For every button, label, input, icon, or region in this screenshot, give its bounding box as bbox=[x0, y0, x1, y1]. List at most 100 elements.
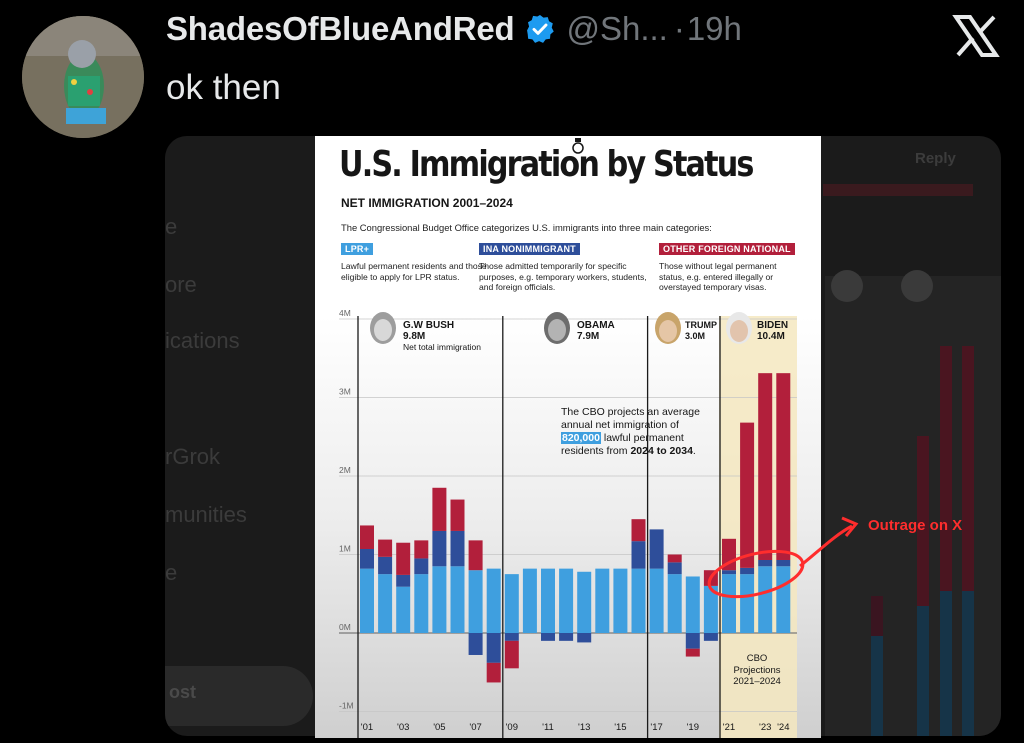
x-tick-label: '24 bbox=[777, 722, 789, 733]
infographic: 4M 3M 2M 1M 0M -1M '01 '03 '05 '07 '09 '11 '13 '15 '1… bbox=[315, 136, 821, 738]
bar-segment bbox=[414, 540, 429, 559]
x-tick-label: '19 bbox=[687, 722, 699, 733]
president-total: 10.4M bbox=[757, 331, 785, 342]
bg-menu-fragment: ications bbox=[165, 328, 240, 353]
projection-label-line: 2021–2024 bbox=[733, 676, 781, 687]
annotation-text: Outrage on X bbox=[868, 517, 963, 534]
bar-segment bbox=[396, 542, 411, 575]
bar-segment bbox=[360, 568, 374, 633]
bar-segment bbox=[378, 556, 393, 575]
biden-portrait bbox=[726, 312, 752, 344]
annotation-circle bbox=[707, 549, 805, 599]
category-lpr: LPR+ Lawful permanent residents and thos… bbox=[341, 239, 496, 282]
callout-highlight: 820,000 bbox=[561, 432, 601, 444]
bar-segment bbox=[432, 487, 447, 531]
president-note: Net total immigration bbox=[403, 342, 481, 352]
avatar-image bbox=[22, 16, 144, 138]
president-name: OBAMA bbox=[577, 320, 615, 331]
bar-segment bbox=[577, 571, 592, 633]
bar-segment bbox=[378, 574, 393, 633]
annotation-arrow-head bbox=[841, 516, 859, 537]
bar-segment bbox=[685, 648, 700, 657]
projection-label-line: Projections bbox=[733, 664, 781, 676]
category-other: OTHER FOREIGN NATIONAL Those without leg… bbox=[659, 239, 799, 293]
bar-segment bbox=[468, 540, 483, 571]
x-tick-label: '01 bbox=[361, 722, 373, 733]
obama-portrait bbox=[544, 312, 570, 344]
bar-segment bbox=[667, 562, 682, 575]
president-total: 9.8M bbox=[403, 331, 426, 342]
bar-segment bbox=[685, 576, 700, 633]
bar-segment bbox=[468, 633, 483, 655]
bg-post-label: ost bbox=[169, 682, 196, 702]
category-label: OTHER FOREIGN NATIONAL bbox=[659, 243, 795, 255]
separator: · bbox=[673, 10, 685, 47]
bar-segment bbox=[631, 541, 646, 569]
bar-segment bbox=[450, 566, 465, 633]
x-tick-label: '21 bbox=[723, 722, 735, 733]
bg-post-button: ost bbox=[165, 666, 313, 726]
projection-label-line: CBO bbox=[746, 653, 768, 664]
bar-segment bbox=[432, 566, 447, 633]
x-logo-icon[interactable] bbox=[950, 14, 1002, 58]
bar-segment bbox=[559, 633, 574, 641]
cbo-callout: The CBO projects an average annual net i… bbox=[561, 406, 700, 458]
bar-segment bbox=[667, 574, 682, 633]
category-label: LPR+ bbox=[341, 243, 374, 255]
president-total: 3.0M bbox=[685, 331, 706, 341]
bar-segment bbox=[378, 539, 393, 557]
bar-segment bbox=[486, 568, 501, 633]
bar-segment bbox=[432, 530, 447, 567]
callout-line: lawful permanent bbox=[600, 432, 684, 444]
y-tick-label: 2M bbox=[339, 465, 351, 475]
bar-segment bbox=[522, 568, 537, 633]
x-tick-label: '07 bbox=[469, 722, 481, 733]
bar-segment bbox=[396, 574, 411, 587]
bar-segment bbox=[649, 529, 664, 569]
y-tick-label: 3M bbox=[339, 387, 351, 397]
avatar[interactable] bbox=[22, 16, 144, 138]
bar-segment bbox=[414, 574, 429, 633]
bar-segment bbox=[450, 499, 465, 531]
y-tick-label: 4M bbox=[339, 308, 351, 318]
bar-segment bbox=[541, 633, 555, 641]
infographic-description: The Congressional Budget Office categori… bbox=[341, 222, 712, 233]
y-tick-label: -1M bbox=[339, 701, 354, 711]
bar-segment bbox=[703, 585, 718, 633]
bar-segment bbox=[468, 570, 483, 633]
bar-segment bbox=[504, 574, 519, 633]
bar-segment bbox=[758, 559, 773, 567]
timestamp[interactable]: 19h bbox=[686, 10, 742, 47]
handle[interactable]: @Sh... bbox=[566, 10, 668, 47]
chart: 4M 3M 2M 1M 0M -1M '01 '03 '05 '07 '09 '11 '13 '15 '1… bbox=[315, 308, 821, 738]
bar-segment bbox=[685, 633, 700, 649]
president-trump: TRUMP 3.0M bbox=[685, 320, 717, 342]
bar-segment bbox=[613, 568, 628, 633]
author-name[interactable]: ShadesOfBlueAndRed bbox=[166, 10, 515, 47]
bg-menu-fragment: munities bbox=[165, 502, 247, 527]
bar-segment bbox=[360, 549, 374, 569]
bar-segment bbox=[776, 559, 791, 567]
post-text: ok then bbox=[166, 68, 281, 107]
x-tick-label: '15 bbox=[614, 722, 626, 733]
x-tick-label: '17 bbox=[650, 722, 662, 733]
bar-segment bbox=[667, 554, 682, 563]
president-total: 7.9M bbox=[577, 331, 600, 342]
bar-segment bbox=[758, 373, 773, 560]
bar-segment bbox=[486, 662, 501, 683]
president-name: TRUMP bbox=[685, 320, 717, 330]
bg-menu-fragment: ore bbox=[165, 272, 197, 297]
callout-bold: 2024 to 2034 bbox=[630, 445, 693, 457]
bar-segment bbox=[559, 568, 574, 633]
infographic-title: U.S. Immigration by Status bbox=[339, 144, 754, 185]
president-name: BIDEN bbox=[757, 320, 789, 331]
category-description: Those without legal permanent status, e.… bbox=[659, 261, 777, 292]
bar-segment bbox=[740, 567, 755, 575]
bar-segment bbox=[595, 568, 610, 633]
callout-line: The CBO projects an average bbox=[561, 406, 700, 418]
bg-reply-label: Reply bbox=[915, 150, 956, 167]
president-name: G.W BUSH bbox=[403, 320, 455, 331]
president-biden: BIDEN 10.4M bbox=[757, 320, 788, 342]
x-tick-label: '03 bbox=[397, 722, 409, 733]
bar-segment bbox=[758, 566, 773, 633]
